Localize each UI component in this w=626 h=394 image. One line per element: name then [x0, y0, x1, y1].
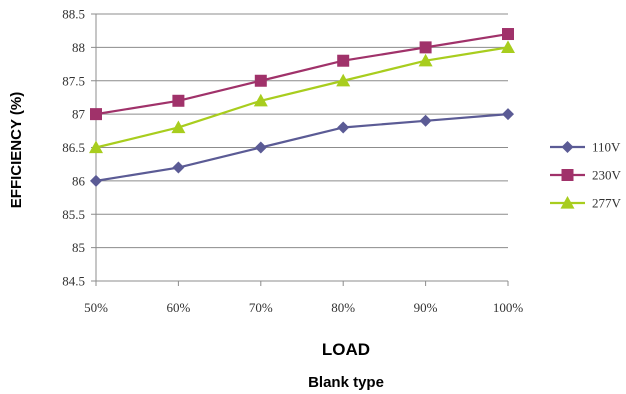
- y-tick-label: 88.5: [62, 7, 85, 22]
- legend-marker: [561, 169, 574, 181]
- data-point-277v: [89, 140, 103, 154]
- legend-label: 230V: [592, 168, 622, 183]
- data-point-110v: [90, 174, 102, 187]
- y-tick-label: 85: [72, 240, 85, 255]
- series-line-110v: [95, 113, 509, 182]
- x-tick-label: 60%: [166, 300, 190, 315]
- chart-subtitle: Blank type: [308, 374, 384, 391]
- data-point-277v: [171, 120, 186, 134]
- data-point-230v: [502, 28, 514, 41]
- data-point-277v: [501, 40, 515, 53]
- axes: 84.5 85 85.5 86 86.5 87 87.5 88 88.5 50% 60% 70% 80%…: [62, 7, 523, 316]
- x-tick-label: 100%: [493, 300, 524, 315]
- y-axis-title: EFFICIENCY (%): [8, 92, 25, 208]
- data-point-110v: [254, 141, 267, 154]
- data-point-110v: [172, 161, 185, 174]
- x-axis-title: LOAD: [322, 340, 370, 359]
- x-tick-label: 50%: [84, 300, 108, 315]
- y-tick-label: 86.5: [62, 140, 85, 155]
- data-point-110v: [337, 121, 350, 134]
- legend: 110V 230V 277V: [550, 140, 622, 211]
- legend-item-110v: 110V: [550, 140, 621, 155]
- legend-item-277v: 277V: [550, 196, 622, 211]
- y-tick-label: 86: [72, 173, 86, 188]
- series-line-277v: [95, 46, 509, 149]
- data-point-277v: [253, 93, 268, 107]
- y-tick-label: 87.5: [62, 73, 85, 88]
- legend-marker: [560, 196, 575, 209]
- series-line-230v: [95, 32, 509, 116]
- data-point-230v: [337, 54, 350, 67]
- data-point-230v: [172, 94, 185, 107]
- y-tick-label: 84.5: [62, 274, 85, 289]
- legend-item-230v: 230V: [550, 168, 622, 183]
- data-point-110v: [502, 108, 514, 121]
- series-230v: [90, 28, 514, 121]
- data-point-110v: [419, 114, 432, 127]
- legend-marker: [561, 141, 574, 153]
- grid: [96, 13, 508, 282]
- data-point-277v: [418, 53, 433, 67]
- data-point-230v: [90, 108, 102, 121]
- x-tick-label: 70%: [249, 300, 273, 315]
- legend-label: 110V: [592, 140, 621, 155]
- series-110v: [90, 108, 514, 187]
- data-point-230v: [254, 74, 267, 87]
- y-tick-label: 88: [72, 40, 85, 55]
- data-point-277v: [336, 73, 351, 87]
- y-tick-label: 87: [72, 107, 86, 122]
- x-tick-label: 80%: [331, 300, 355, 315]
- legend-label: 277V: [592, 196, 622, 211]
- series-277v: [89, 40, 515, 154]
- data-point-230v: [419, 41, 432, 54]
- x-tick-label: 90%: [414, 300, 438, 315]
- series-area: [89, 28, 515, 187]
- y-tick-label: 85.5: [62, 207, 85, 222]
